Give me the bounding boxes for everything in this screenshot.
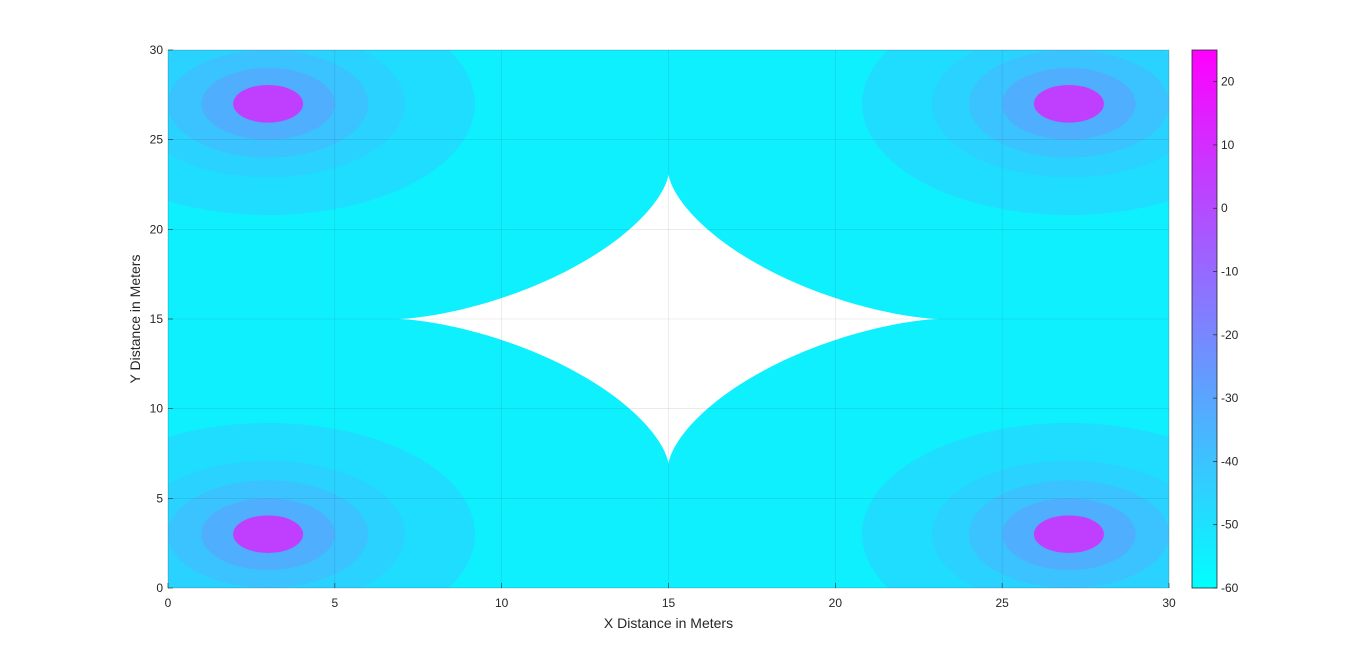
colorbar-tick-label: 10 — [1221, 138, 1235, 152]
colorbar: 20 10 0 -10 -20 -30 -40 -50 -60 — [1192, 50, 1239, 595]
y-axis-label: Y Distance in Meters — [127, 255, 143, 384]
x-axis-label: X Distance in Meters — [604, 615, 733, 631]
contour-band-source-3-level-5 — [233, 515, 303, 553]
contour-band-source-2-level-5 — [1034, 85, 1104, 123]
x-tick-label: 20 — [829, 596, 843, 610]
colorbar-tick-label: -20 — [1221, 328, 1239, 342]
x-tick-label: 10 — [495, 596, 509, 610]
y-tick-label: 15 — [150, 312, 164, 326]
contour-band-source-1-level-5 — [233, 85, 303, 123]
y-tick-label: 20 — [150, 222, 164, 236]
plot-area — [61, 0, 1276, 645]
colorbar-tick-label: -10 — [1221, 265, 1239, 279]
y-tick-label: 0 — [156, 581, 163, 595]
colorbar-gradient — [1192, 50, 1217, 588]
colorbar-tick-label: -30 — [1221, 391, 1239, 405]
colorbar-tick-label: 0 — [1221, 201, 1228, 215]
y-tick-label: 10 — [150, 402, 164, 416]
colorbar-tick-label: 20 — [1221, 75, 1235, 89]
colorbar-tick-label: -50 — [1221, 518, 1239, 532]
y-tick-label: 5 — [156, 491, 163, 505]
contour-band-source-4-level-5 — [1034, 515, 1104, 553]
colorbar-tick-label: -60 — [1221, 581, 1239, 595]
x-tick-label: 15 — [662, 596, 676, 610]
y-tick-label: 30 — [150, 43, 164, 57]
colorbar-tick-label: -40 — [1221, 454, 1239, 468]
x-tick-label: 25 — [995, 596, 1009, 610]
y-tick-label: 25 — [150, 133, 164, 147]
x-tick-label: 30 — [1162, 596, 1176, 610]
x-tick-label: 0 — [165, 596, 172, 610]
x-tick-label: 5 — [331, 596, 338, 610]
